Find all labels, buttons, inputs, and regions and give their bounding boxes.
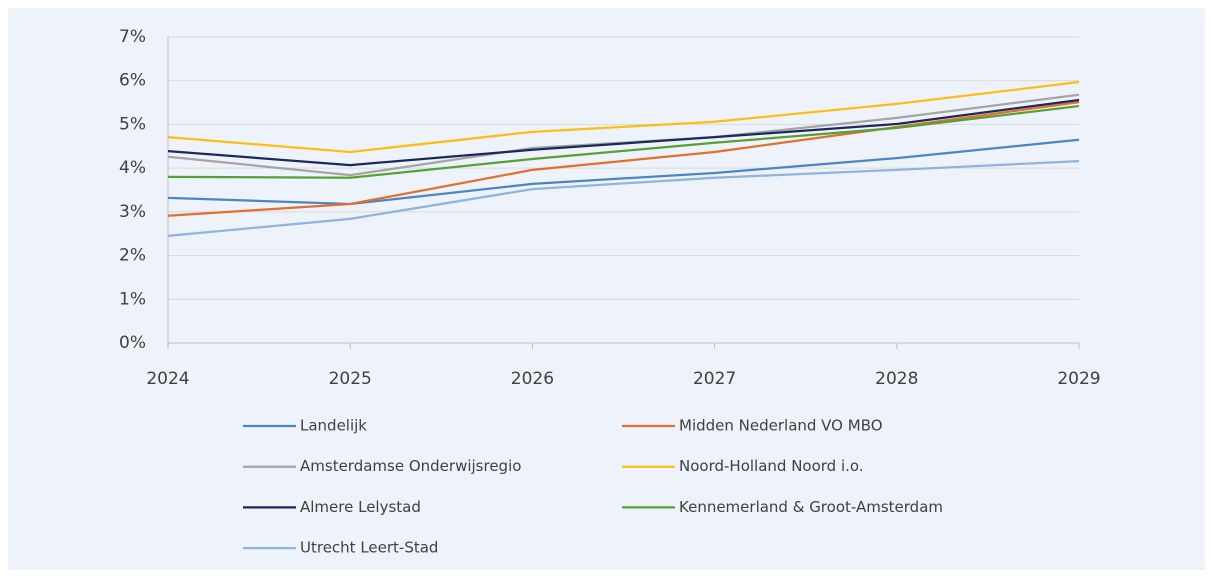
legend-label: Kennemerland & Groot-Amsterdam <box>679 498 943 516</box>
series-line <box>167 104 1080 179</box>
x-tick-label: 2027 <box>693 369 736 389</box>
chart-background <box>8 8 1205 570</box>
x-tick-label: 2028 <box>875 369 918 389</box>
x-tick-label: 2026 <box>511 369 554 389</box>
y-tick-label: 1% <box>119 289 146 309</box>
legend-label: Landelijk <box>300 417 367 435</box>
x-tick-label: 2024 <box>146 369 189 389</box>
y-tick-label: 2% <box>119 246 146 266</box>
y-tick-label: 3% <box>119 202 146 222</box>
y-tick-label: 0% <box>119 333 146 353</box>
legend-label: Almere Lelystad <box>300 498 421 516</box>
series-line <box>167 138 1080 206</box>
series-line <box>167 80 1080 154</box>
y-tick-label: 7% <box>119 27 146 47</box>
y-tick-label: 6% <box>119 71 146 91</box>
legend-label: Noord-Holland Noord i.o. <box>679 457 864 475</box>
y-tick-label: 4% <box>119 158 146 178</box>
series-line <box>167 160 1080 238</box>
series-line <box>167 101 1080 217</box>
legend-label: Midden Nederland VO MBO <box>679 417 883 435</box>
x-tick-label: 2029 <box>1057 369 1100 389</box>
series-line <box>167 98 1080 167</box>
legend-label: Utrecht Leert-Stad <box>300 539 438 557</box>
y-tick-label: 5% <box>119 114 146 134</box>
legend-label: Amsterdamse Onderwijsregio <box>300 457 521 475</box>
x-tick-label: 2025 <box>329 369 372 389</box>
